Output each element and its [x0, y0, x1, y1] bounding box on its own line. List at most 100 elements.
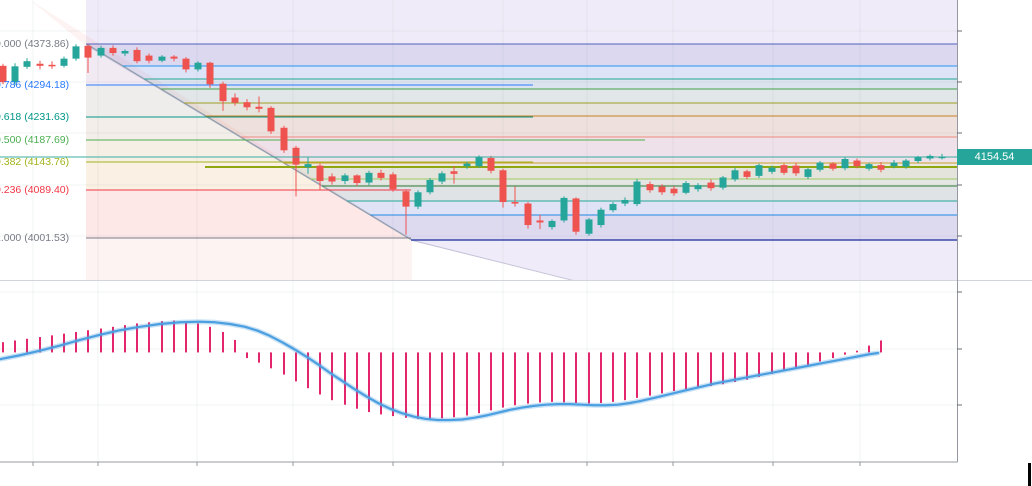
candle — [23, 58, 31, 69]
candle — [768, 165, 776, 174]
candle — [60, 56, 68, 68]
price-pane[interactable] — [0, 0, 957, 281]
fib-level-label: 0.000 (4373.86) — [0, 38, 70, 50]
candle — [11, 63, 19, 86]
candle — [255, 96, 263, 113]
candle — [243, 99, 251, 111]
fib-band — [86, 190, 409, 238]
price-axis[interactable]: 4400.00 4300.00 4200.00 4100.00 4000.00 … — [958, 0, 1032, 462]
candle — [353, 174, 361, 187]
candle — [121, 49, 129, 57]
candle — [426, 177, 434, 195]
candle — [377, 169, 385, 181]
fib-band — [122, 66, 957, 79]
fib-band — [290, 167, 957, 179]
candle — [450, 166, 458, 184]
candle — [536, 214, 544, 230]
candle — [280, 125, 288, 153]
candle — [48, 61, 56, 69]
scrollbar-corner-artifact — [1028, 463, 1031, 486]
candle — [145, 53, 153, 64]
candle — [524, 202, 532, 229]
candle — [621, 197, 629, 207]
fib-band — [160, 89, 957, 103]
fib-band — [144, 79, 957, 89]
candle — [743, 169, 751, 179]
candle — [499, 168, 507, 208]
time-axis[interactable]: 17:00 21 Oct 01:00 09:00 17:00 22 Oct 01… — [0, 462, 957, 486]
candle — [719, 175, 727, 190]
candle — [206, 61, 214, 88]
candle — [780, 163, 788, 175]
candle — [816, 161, 824, 172]
candle — [682, 181, 690, 195]
fib-level-label: 0.500 (4187.69) — [0, 134, 70, 146]
candle — [877, 162, 885, 173]
fib-band — [205, 116, 957, 137]
candle — [133, 47, 141, 64]
fib-band — [184, 103, 957, 116]
candle — [328, 173, 336, 185]
drawing-region-lavender-right — [412, 0, 957, 280]
candle — [402, 189, 410, 235]
candle — [194, 61, 202, 72]
candle — [829, 162, 837, 171]
candle — [487, 155, 495, 174]
candle — [414, 190, 422, 210]
candle — [707, 179, 715, 191]
fib-level-label: 0.236 (4089.40) — [0, 184, 70, 196]
candle — [585, 217, 593, 236]
axis-borders — [0, 0, 1032, 466]
candle — [267, 106, 275, 134]
candle — [182, 57, 190, 73]
fib-band — [240, 137, 957, 163]
candle — [304, 157, 312, 174]
candle — [170, 55, 178, 62]
candle — [292, 145, 300, 197]
candle — [804, 167, 812, 179]
candle — [902, 159, 910, 169]
candle — [316, 163, 324, 191]
candle — [438, 171, 446, 185]
fib-level-label: 0.382 (4143.76) — [0, 156, 70, 168]
fib-band — [86, 85, 208, 117]
candle — [572, 197, 580, 235]
candle — [560, 196, 568, 223]
region-edge-line — [410, 239, 574, 280]
candle — [0, 63, 7, 85]
candle — [36, 60, 44, 70]
fib-band — [86, 162, 329, 190]
fib-band — [370, 215, 957, 240]
trendline[interactable] — [86, 43, 412, 241]
fib-level-label: 0.618 (4231.63) — [0, 111, 70, 123]
candle — [84, 44, 92, 73]
candle — [389, 172, 397, 192]
candle — [755, 163, 763, 178]
candle — [597, 207, 605, 228]
fib-level-label: 0.786 (4294.18) — [0, 79, 70, 91]
candle — [365, 170, 373, 186]
candle — [463, 161, 471, 169]
candle — [609, 202, 617, 213]
candle — [890, 160, 898, 169]
last-price-badge: 4154.54 — [957, 149, 1032, 165]
candle — [865, 162, 873, 171]
candle — [97, 45, 105, 58]
candle — [158, 55, 166, 63]
candle — [511, 186, 519, 207]
candle — [231, 93, 239, 106]
candle — [731, 167, 739, 182]
fib-band — [86, 117, 246, 140]
fib-band — [347, 201, 957, 215]
candle — [109, 45, 117, 56]
candles — [0, 44, 946, 236]
candle — [548, 219, 556, 230]
candle — [646, 181, 654, 193]
candle — [72, 44, 80, 61]
candle — [341, 173, 349, 185]
indicator-pane[interactable] — [0, 319, 882, 423]
candle — [670, 186, 678, 196]
candle — [694, 183, 702, 192]
